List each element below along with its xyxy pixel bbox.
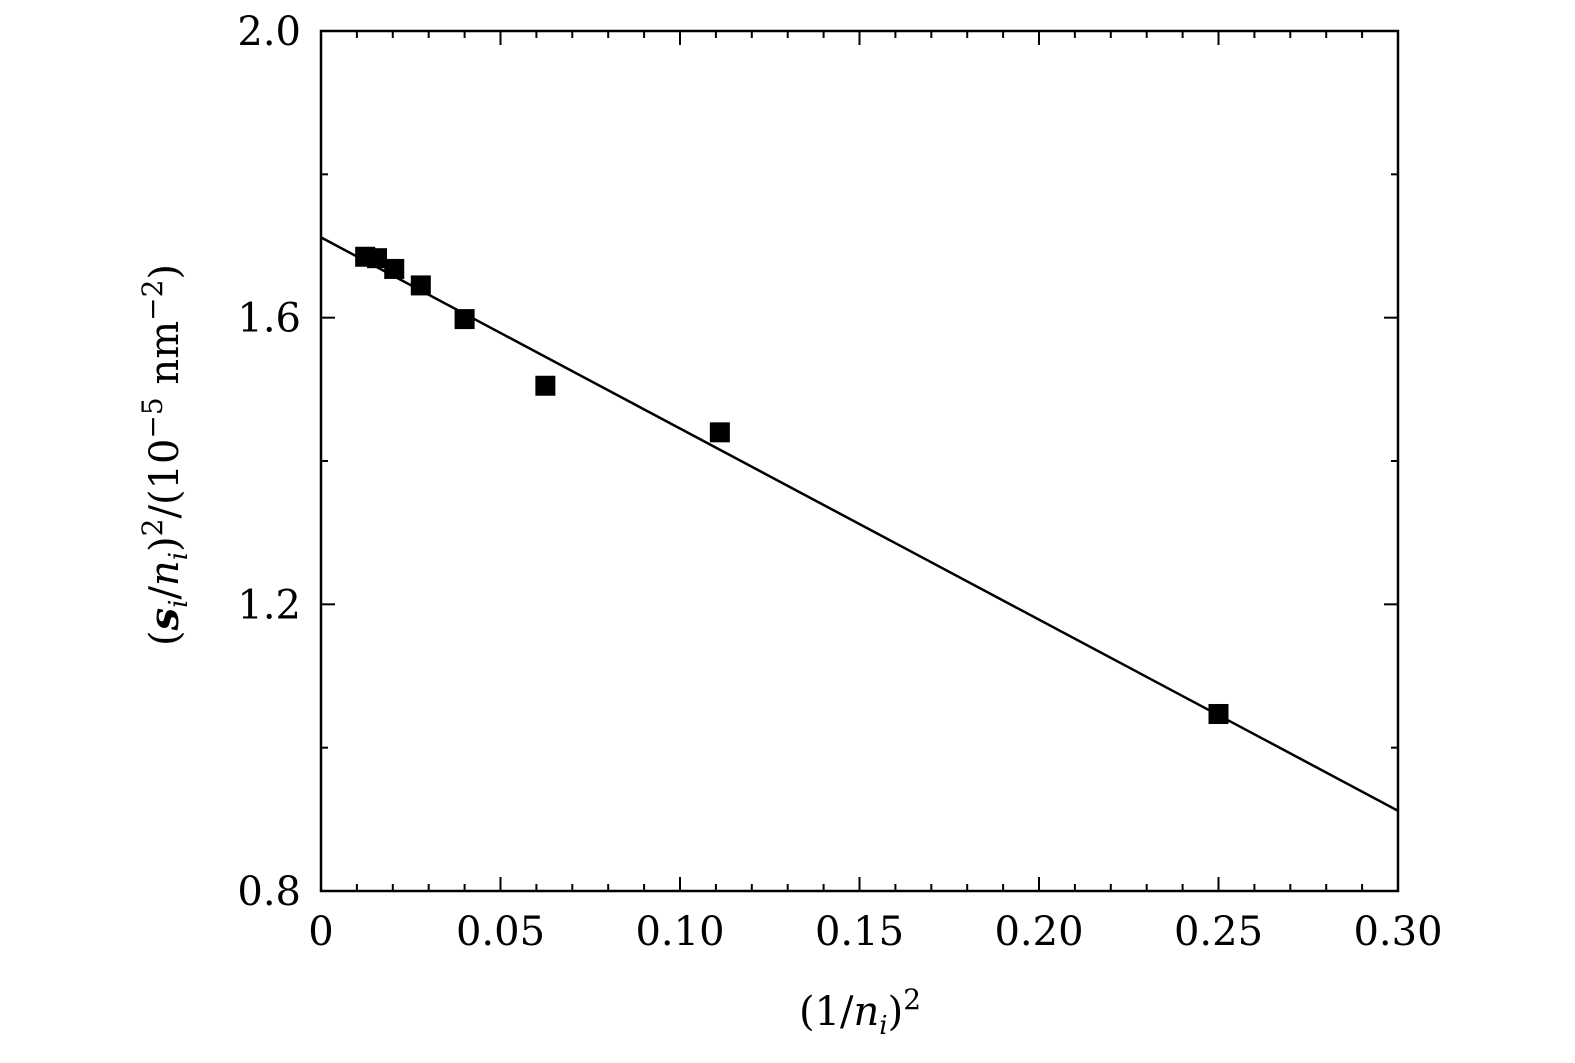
x-tick-label: 0.25 [1174, 909, 1263, 955]
fit-line [320, 236, 1399, 812]
y-axis-label: (si/ni)2/(10−5 nm−2) [136, 264, 194, 646]
x-tick-label: 0.10 [635, 909, 724, 955]
x-axis-label: (1/ni)2 [799, 983, 921, 1041]
plot-frame [319, 29, 1400, 893]
x-tick-label: 0 [308, 909, 333, 955]
y-tick-label: 2.0 [237, 9, 301, 55]
axis-tick-labels: 0 0.05 0.10 0.15 0.20 0.25 0.30 0.8 1.2 1.6 2.0 [237, 9, 1442, 955]
data-point [535, 375, 556, 396]
data-markers [355, 246, 1229, 724]
y-tick-label: 1.2 [237, 582, 301, 628]
x-tick-label: 0.05 [456, 909, 545, 955]
data-point [454, 309, 475, 330]
y-tick-label: 1.6 [237, 296, 301, 342]
data-point [1208, 703, 1229, 724]
x-tick-label: 0.30 [1353, 909, 1442, 955]
y-tick-label: 0.8 [237, 869, 301, 915]
x-tick-label: 0.20 [994, 909, 1083, 955]
x-tick-label: 0.15 [815, 909, 904, 955]
axis-ticks [320, 30, 1399, 892]
data-point [410, 275, 431, 296]
data-point [709, 422, 730, 443]
data-point [367, 248, 388, 269]
data-point [384, 258, 405, 279]
